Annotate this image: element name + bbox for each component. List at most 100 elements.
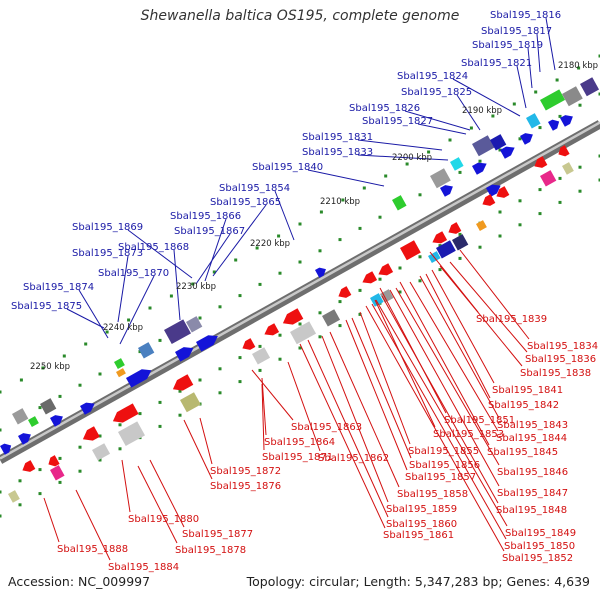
inner-reverse-tick bbox=[178, 389, 182, 393]
forward-callout bbox=[516, 65, 527, 109]
forward-gene bbox=[18, 433, 31, 445]
map-title: Shewanella baltica OS195, complete genom… bbox=[140, 8, 460, 24]
inner-forward-tick bbox=[298, 260, 302, 264]
inner-forward-tick bbox=[418, 193, 422, 197]
reverse-gene-label: Sbal195_1888 bbox=[57, 544, 128, 555]
inner-forward-tick bbox=[478, 159, 482, 163]
reverse-gene-label: Sbal195_1884 bbox=[108, 562, 179, 573]
forward-gene bbox=[526, 113, 541, 129]
reverse-gene-label: Sbal195_1847 bbox=[497, 488, 568, 499]
outer-forward-tick bbox=[212, 270, 216, 274]
reverse-callout bbox=[287, 361, 321, 452]
outer-forward-tick bbox=[277, 234, 281, 238]
reverse-gene bbox=[118, 421, 145, 446]
forward-callout bbox=[452, 78, 521, 117]
forward-gene-label: Sbal195_1831 bbox=[302, 132, 373, 143]
outer-forward-tick bbox=[555, 78, 559, 82]
forward-gene-label: Sbal195_1819 bbox=[472, 40, 543, 51]
reverse-gene bbox=[112, 403, 139, 423]
reverse-gene-label: Sbal195_1880 bbox=[128, 514, 199, 525]
outer-reverse-tick bbox=[158, 424, 162, 428]
inner-forward-tick bbox=[158, 338, 162, 342]
outer-reverse-tick bbox=[438, 268, 442, 272]
inner-reverse-tick bbox=[18, 479, 22, 483]
forward-gene-label: Sbal195_1873 bbox=[72, 248, 143, 259]
inner-reverse-tick bbox=[498, 210, 502, 214]
outer-forward-tick bbox=[234, 258, 238, 262]
reverse-gene bbox=[400, 240, 421, 261]
outer-reverse-tick bbox=[258, 368, 262, 372]
outer-forward-tick bbox=[427, 150, 431, 154]
reverse-gene-label: Sbal195_1856 bbox=[409, 460, 480, 471]
reverse-gene-label: Sbal195_1834 bbox=[527, 341, 598, 352]
forward-gene bbox=[12, 408, 29, 425]
outer-reverse-tick bbox=[478, 245, 482, 249]
inner-forward-tick bbox=[578, 103, 582, 107]
inner-reverse-tick bbox=[378, 277, 382, 281]
inner-reverse-tick bbox=[318, 311, 322, 315]
outer-reverse-tick bbox=[78, 469, 82, 473]
reverse-callout bbox=[121, 459, 131, 513]
outer-forward-tick bbox=[491, 114, 495, 118]
reverse-gene-label: Sbal195_1851 bbox=[444, 415, 515, 426]
reverse-gene bbox=[540, 170, 557, 187]
forward-gene bbox=[430, 168, 451, 189]
inner-reverse-tick bbox=[38, 468, 42, 472]
reverse-gene bbox=[180, 392, 201, 413]
outer-reverse-tick bbox=[598, 178, 600, 182]
forward-gene bbox=[40, 398, 57, 415]
inner-reverse-tick bbox=[298, 322, 302, 326]
scale-label: 2210 kbp bbox=[320, 197, 360, 207]
reverse-gene bbox=[338, 286, 352, 298]
forward-callout bbox=[307, 169, 385, 187]
reverse-callout bbox=[399, 281, 490, 446]
forward-gene-label: Sbal195_1826 bbox=[349, 103, 420, 114]
reverse-gene-label: Sbal195_1857 bbox=[405, 472, 476, 483]
inner-forward-tick bbox=[38, 406, 42, 410]
inner-reverse-tick bbox=[438, 244, 442, 248]
forward-callout bbox=[195, 233, 231, 285]
inner-forward-tick bbox=[98, 372, 102, 376]
reverse-gene-label: Sbal195_1849 bbox=[505, 528, 576, 539]
outer-forward-tick bbox=[384, 174, 388, 178]
outer-reverse-tick bbox=[338, 324, 342, 328]
inner-forward-tick bbox=[278, 271, 282, 275]
topology-text: Topology: circular; Length: 5,347,283 bp… bbox=[246, 574, 590, 589]
reverse-gene-label: Sbal195_1858 bbox=[397, 489, 468, 500]
outer-forward-tick bbox=[298, 222, 302, 226]
inner-forward-tick bbox=[598, 92, 600, 96]
reverse-gene bbox=[48, 455, 60, 467]
reverse-gene-label: Sbal195_1861 bbox=[383, 530, 454, 541]
outer-forward-tick bbox=[319, 210, 323, 214]
reverse-callout bbox=[375, 299, 508, 527]
forward-gene-label: Sbal195_1868 bbox=[118, 242, 189, 253]
forward-gene-label: Sbal195_1825 bbox=[401, 87, 472, 98]
inner-reverse-tick bbox=[0, 490, 2, 494]
outer-reverse-tick bbox=[418, 279, 422, 283]
reverse-callout bbox=[261, 383, 265, 451]
genome-backbone-highlight bbox=[0, 121, 600, 460]
forward-callout bbox=[357, 154, 449, 161]
forward-callout bbox=[127, 229, 193, 279]
forward-gene bbox=[116, 368, 126, 378]
reverse-gene bbox=[432, 231, 448, 244]
forward-callout bbox=[417, 123, 467, 135]
reverse-gene-label: Sbal195_1846 bbox=[497, 467, 568, 478]
forward-callout bbox=[404, 110, 471, 131]
inner-reverse-tick bbox=[418, 255, 422, 259]
reverse-gene bbox=[362, 271, 378, 284]
outer-reverse-tick bbox=[498, 234, 502, 238]
forward-gene bbox=[490, 134, 507, 151]
inner-reverse-tick bbox=[338, 300, 342, 304]
inner-reverse-tick bbox=[118, 423, 122, 427]
inner-reverse-tick bbox=[138, 412, 142, 416]
reverse-callout bbox=[329, 331, 400, 488]
forward-callout bbox=[212, 204, 267, 277]
forward-gene-label: Sbal195_1816 bbox=[490, 10, 561, 21]
outer-forward-tick bbox=[341, 198, 345, 202]
scale-label: 2220 kbp bbox=[250, 239, 290, 249]
forward-gene-label: Sbal195_1833 bbox=[302, 147, 373, 158]
forward-callout bbox=[78, 289, 109, 339]
reverse-callout bbox=[389, 289, 500, 487]
